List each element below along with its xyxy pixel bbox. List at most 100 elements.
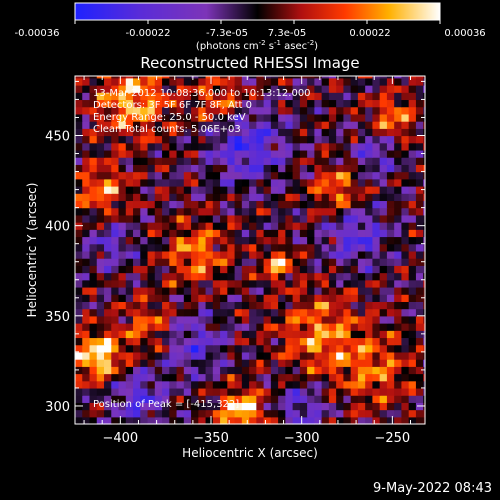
heatmap-cell [314,76,323,79]
x-tick-label: −350 [193,431,229,446]
heatmap-cell [133,366,141,375]
heatmap-cell [147,77,156,86]
heatmap-cell [350,76,359,79]
heatmap-cell [191,178,199,187]
heatmap-cell [140,99,149,108]
heatmap-cell [191,337,199,346]
heatmap-cell [133,272,141,281]
heatmap-cell [89,229,98,238]
heatmap-cell [205,99,214,108]
heatmap-cell [133,402,141,411]
heatmap-cell [292,395,301,403]
heatmap-cell [263,373,272,382]
heatmap-cell [154,402,163,411]
heatmap-cell [249,359,257,367]
heatmap-cell [96,85,105,93]
heatmap-cell [183,222,192,230]
heatmap-cell [176,301,185,310]
heatmap-cell [278,351,286,360]
heatmap-cell [343,337,352,346]
heatmap-cell [249,286,257,295]
heatmap-cell [328,359,337,367]
heatmap-cell [118,121,127,129]
heatmap-cell [379,258,388,266]
heatmap-cell [321,149,330,158]
heatmap-cell [111,409,120,418]
heatmap-cell [169,185,178,194]
heatmap-cell [183,330,192,339]
heatmap-cell [314,323,323,331]
heatmap-cell [169,359,178,367]
heatmap-cell [234,258,243,266]
heatmap-cell [314,409,323,418]
heatmap-cell [401,308,410,317]
heatmap-cell [285,106,294,115]
heatmap-cell [401,323,410,331]
heatmap-cell [241,77,250,86]
heatmap-cell [285,77,294,86]
heatmap-cell [292,164,301,173]
heatmap-cell [227,207,236,216]
heatmap-cell [191,200,199,209]
heatmap-cell [292,193,301,202]
heatmap-cell [321,294,330,302]
heatmap-cell [423,380,426,389]
heatmap-cell [96,193,105,202]
heatmap-cell [256,128,265,137]
heatmap-cell [372,214,381,223]
heatmap-cell [96,185,105,194]
heatmap-cell [140,265,149,274]
heatmap-cell [104,200,112,209]
heatmap-cell [386,301,395,310]
heatmap-cell [394,193,403,202]
heatmap-cell [133,193,141,202]
heatmap-cell [205,380,214,389]
heatmap-cell [147,99,156,108]
heatmap-cell [198,106,207,115]
heatmap-cell [125,113,134,122]
heatmap-cell [307,323,315,331]
heatmap-cell [198,380,207,389]
heatmap-cell [147,164,156,173]
heatmap-cell [205,243,214,252]
heatmap-cell [357,106,366,115]
heatmap-cell [111,171,120,180]
heatmap-cell [176,76,185,79]
heatmap-cell [176,200,185,209]
heatmap-cell [415,380,424,389]
heatmap-cell [307,77,315,86]
heatmap-cell [285,366,294,375]
heatmap-cell [133,265,141,274]
heatmap-cell [147,416,156,425]
heatmap-cell [227,149,236,158]
heatmap-cell [270,359,279,367]
heatmap-cell [96,373,105,382]
heatmap-cell [256,409,265,418]
heatmap-cell [256,142,265,151]
heatmap-cell [191,344,199,353]
heatmap-cell [183,279,192,288]
heatmap-cell [154,250,163,259]
heatmap-cell [111,395,120,403]
heatmap-cell [125,171,134,180]
heatmap-cell [140,337,149,346]
heatmap-cell [205,387,214,396]
heatmap-cell [394,229,403,238]
heatmap-cell [75,265,83,274]
heatmap-cell [191,92,199,101]
heatmap-cell [278,106,286,115]
heatmap-cell [96,164,105,173]
heatmap-cell [96,286,105,295]
y-tick-label: 300 [45,400,70,415]
heatmap-cell [314,344,323,353]
heatmap-cell [372,121,381,129]
heatmap-cell [299,265,308,274]
heatmap-cell [249,272,257,281]
heatmap-cell [386,366,395,375]
heatmap-cell [401,351,410,360]
heatmap-cell [379,229,388,238]
heatmap-cell [176,214,185,223]
heatmap-cell [205,185,214,194]
heatmap-cell [328,387,337,396]
heatmap-cell [256,157,265,165]
